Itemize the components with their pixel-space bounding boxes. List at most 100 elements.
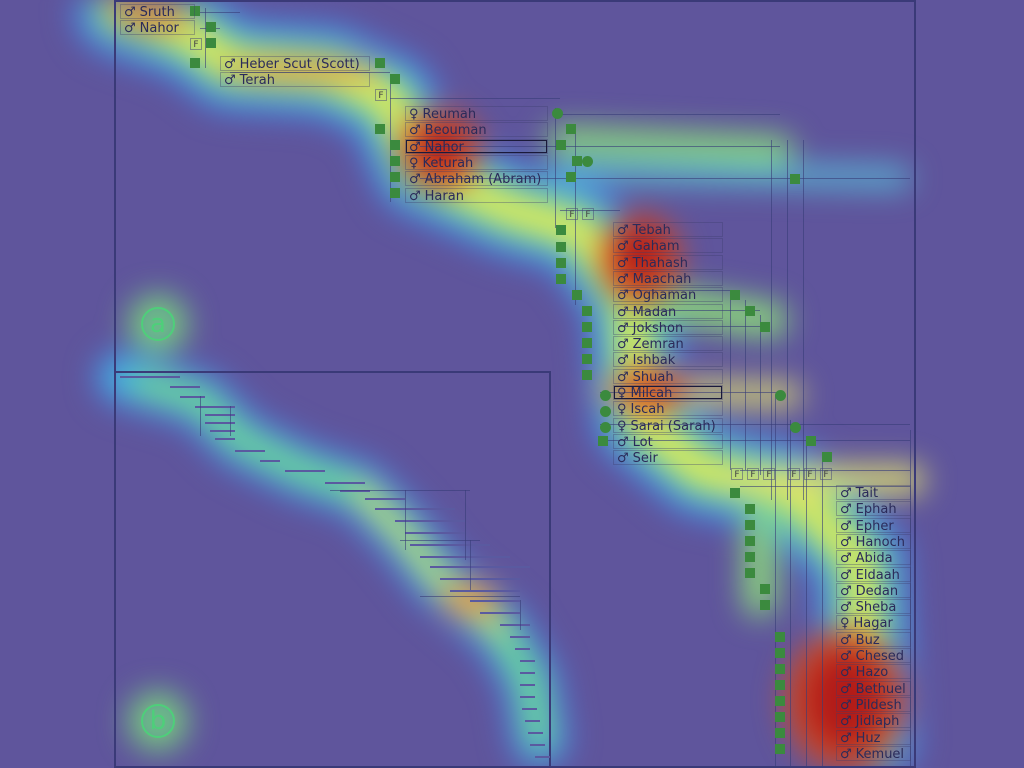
mini-row (430, 566, 530, 568)
male-symbol-icon: ♂ (840, 486, 852, 501)
person-name: Nahor (424, 139, 464, 155)
connector-line (760, 315, 761, 475)
female-symbol-icon: ♀ (409, 155, 419, 171)
person-name: Huz (855, 730, 881, 746)
person-node: ♀ Keturah (405, 154, 548, 171)
marker-square (556, 225, 566, 235)
person-name: Gaham (632, 239, 680, 255)
connector-line (771, 140, 772, 500)
marriage-dot (582, 156, 593, 167)
connector-line (910, 430, 911, 768)
person-name: Seir (632, 451, 658, 467)
person-node: ♂ Nahor (405, 138, 548, 155)
mini-connector (230, 406, 231, 436)
person-node: ♂ Pildesh (836, 696, 911, 713)
person-name: Oghaman (632, 288, 697, 304)
marker-square (390, 156, 400, 166)
person-name: Reumah (422, 107, 477, 122)
marker-square (190, 6, 200, 16)
person-node: ♂ Hazo (836, 664, 911, 681)
person-name: Hanoch (855, 534, 905, 550)
mini-row (235, 450, 265, 452)
male-symbol-icon: ♂ (409, 188, 421, 204)
connector-line (803, 140, 804, 500)
person-node: ♂ Jidlaph (836, 713, 911, 729)
marriage-dot (790, 422, 801, 433)
person-name: Zemran (632, 337, 684, 353)
person-name: Pildesh (855, 697, 902, 713)
person-name: Hagar (853, 616, 893, 632)
male-symbol-icon: ♂ (617, 271, 629, 287)
marker-square (822, 452, 832, 462)
marker-square (775, 744, 785, 754)
male-symbol-icon: ♂ (617, 434, 629, 450)
marriage-dot (775, 390, 786, 401)
person-node: ♂ Gaham (613, 238, 723, 255)
mini-row (515, 648, 530, 650)
mini-row (215, 438, 235, 440)
male-symbol-icon: ♂ (224, 73, 236, 89)
marker-square (582, 370, 592, 380)
person-node: ♂ Zemran (613, 336, 723, 353)
marker-square (760, 322, 770, 332)
marker-square (775, 696, 785, 706)
person-name: Kemuel (855, 746, 905, 762)
person-name: Hazo (855, 665, 889, 681)
marker-square (556, 274, 566, 284)
founder-marker: F (582, 208, 594, 220)
connector-line (787, 140, 788, 500)
marker-square (775, 712, 785, 722)
person-node: ♂ Kemuel (836, 745, 911, 762)
connector-line (620, 290, 740, 291)
person-name: Heber Scut (Scott) (239, 57, 360, 72)
marker-square (190, 58, 200, 68)
person-node: ♂ Chesed (836, 648, 911, 664)
marker-square (598, 436, 608, 446)
male-symbol-icon: ♂ (840, 534, 852, 550)
person-node: ♂ Tait (836, 485, 911, 501)
marker-square (390, 140, 400, 150)
person-name: Lot (632, 434, 653, 450)
mini-row (520, 696, 535, 698)
marker-square (206, 38, 216, 48)
marker-square (745, 504, 755, 514)
person-name: Ephah (855, 502, 897, 518)
marker-square (206, 22, 216, 32)
mini-connector (400, 540, 480, 541)
person-node: ♂ Bethuel (836, 680, 911, 697)
person-node: ♂ Buz (836, 631, 911, 648)
mini-connector (470, 540, 471, 590)
male-symbol-icon: ♂ (409, 139, 421, 155)
mini-row (510, 636, 530, 638)
male-symbol-icon: ♂ (840, 518, 852, 534)
person-name: Iscah (630, 402, 665, 418)
person-name: Bethuel (855, 681, 906, 697)
marker-square (390, 172, 400, 182)
marker-square (582, 306, 592, 316)
mini-row (205, 414, 235, 416)
panel-b-label: b (141, 704, 175, 738)
connector-line (560, 210, 620, 211)
person-name: Chesed (855, 649, 904, 664)
female-symbol-icon: ♀ (840, 616, 850, 632)
marker-square (760, 584, 770, 594)
mini-row (365, 498, 405, 500)
marker-square (582, 338, 592, 348)
male-symbol-icon: ♂ (617, 451, 629, 467)
person-node: ♂ Seir (613, 450, 723, 467)
marker-square (775, 632, 785, 642)
marker-square (760, 600, 770, 610)
female-symbol-icon: ♀ (617, 418, 627, 434)
male-symbol-icon: ♂ (617, 288, 629, 304)
founder-marker: F (566, 208, 578, 220)
female-symbol-icon: ♀ (409, 107, 419, 122)
marriage-dot (600, 422, 611, 433)
person-node: ♂ Haran (405, 187, 548, 204)
mini-row (520, 660, 535, 662)
person-node: ♀ Hagar (836, 615, 911, 632)
person-node: ♂ Abida (836, 550, 911, 566)
mini-connector (405, 490, 406, 550)
marker-square (390, 74, 400, 84)
marker-square (775, 664, 785, 674)
